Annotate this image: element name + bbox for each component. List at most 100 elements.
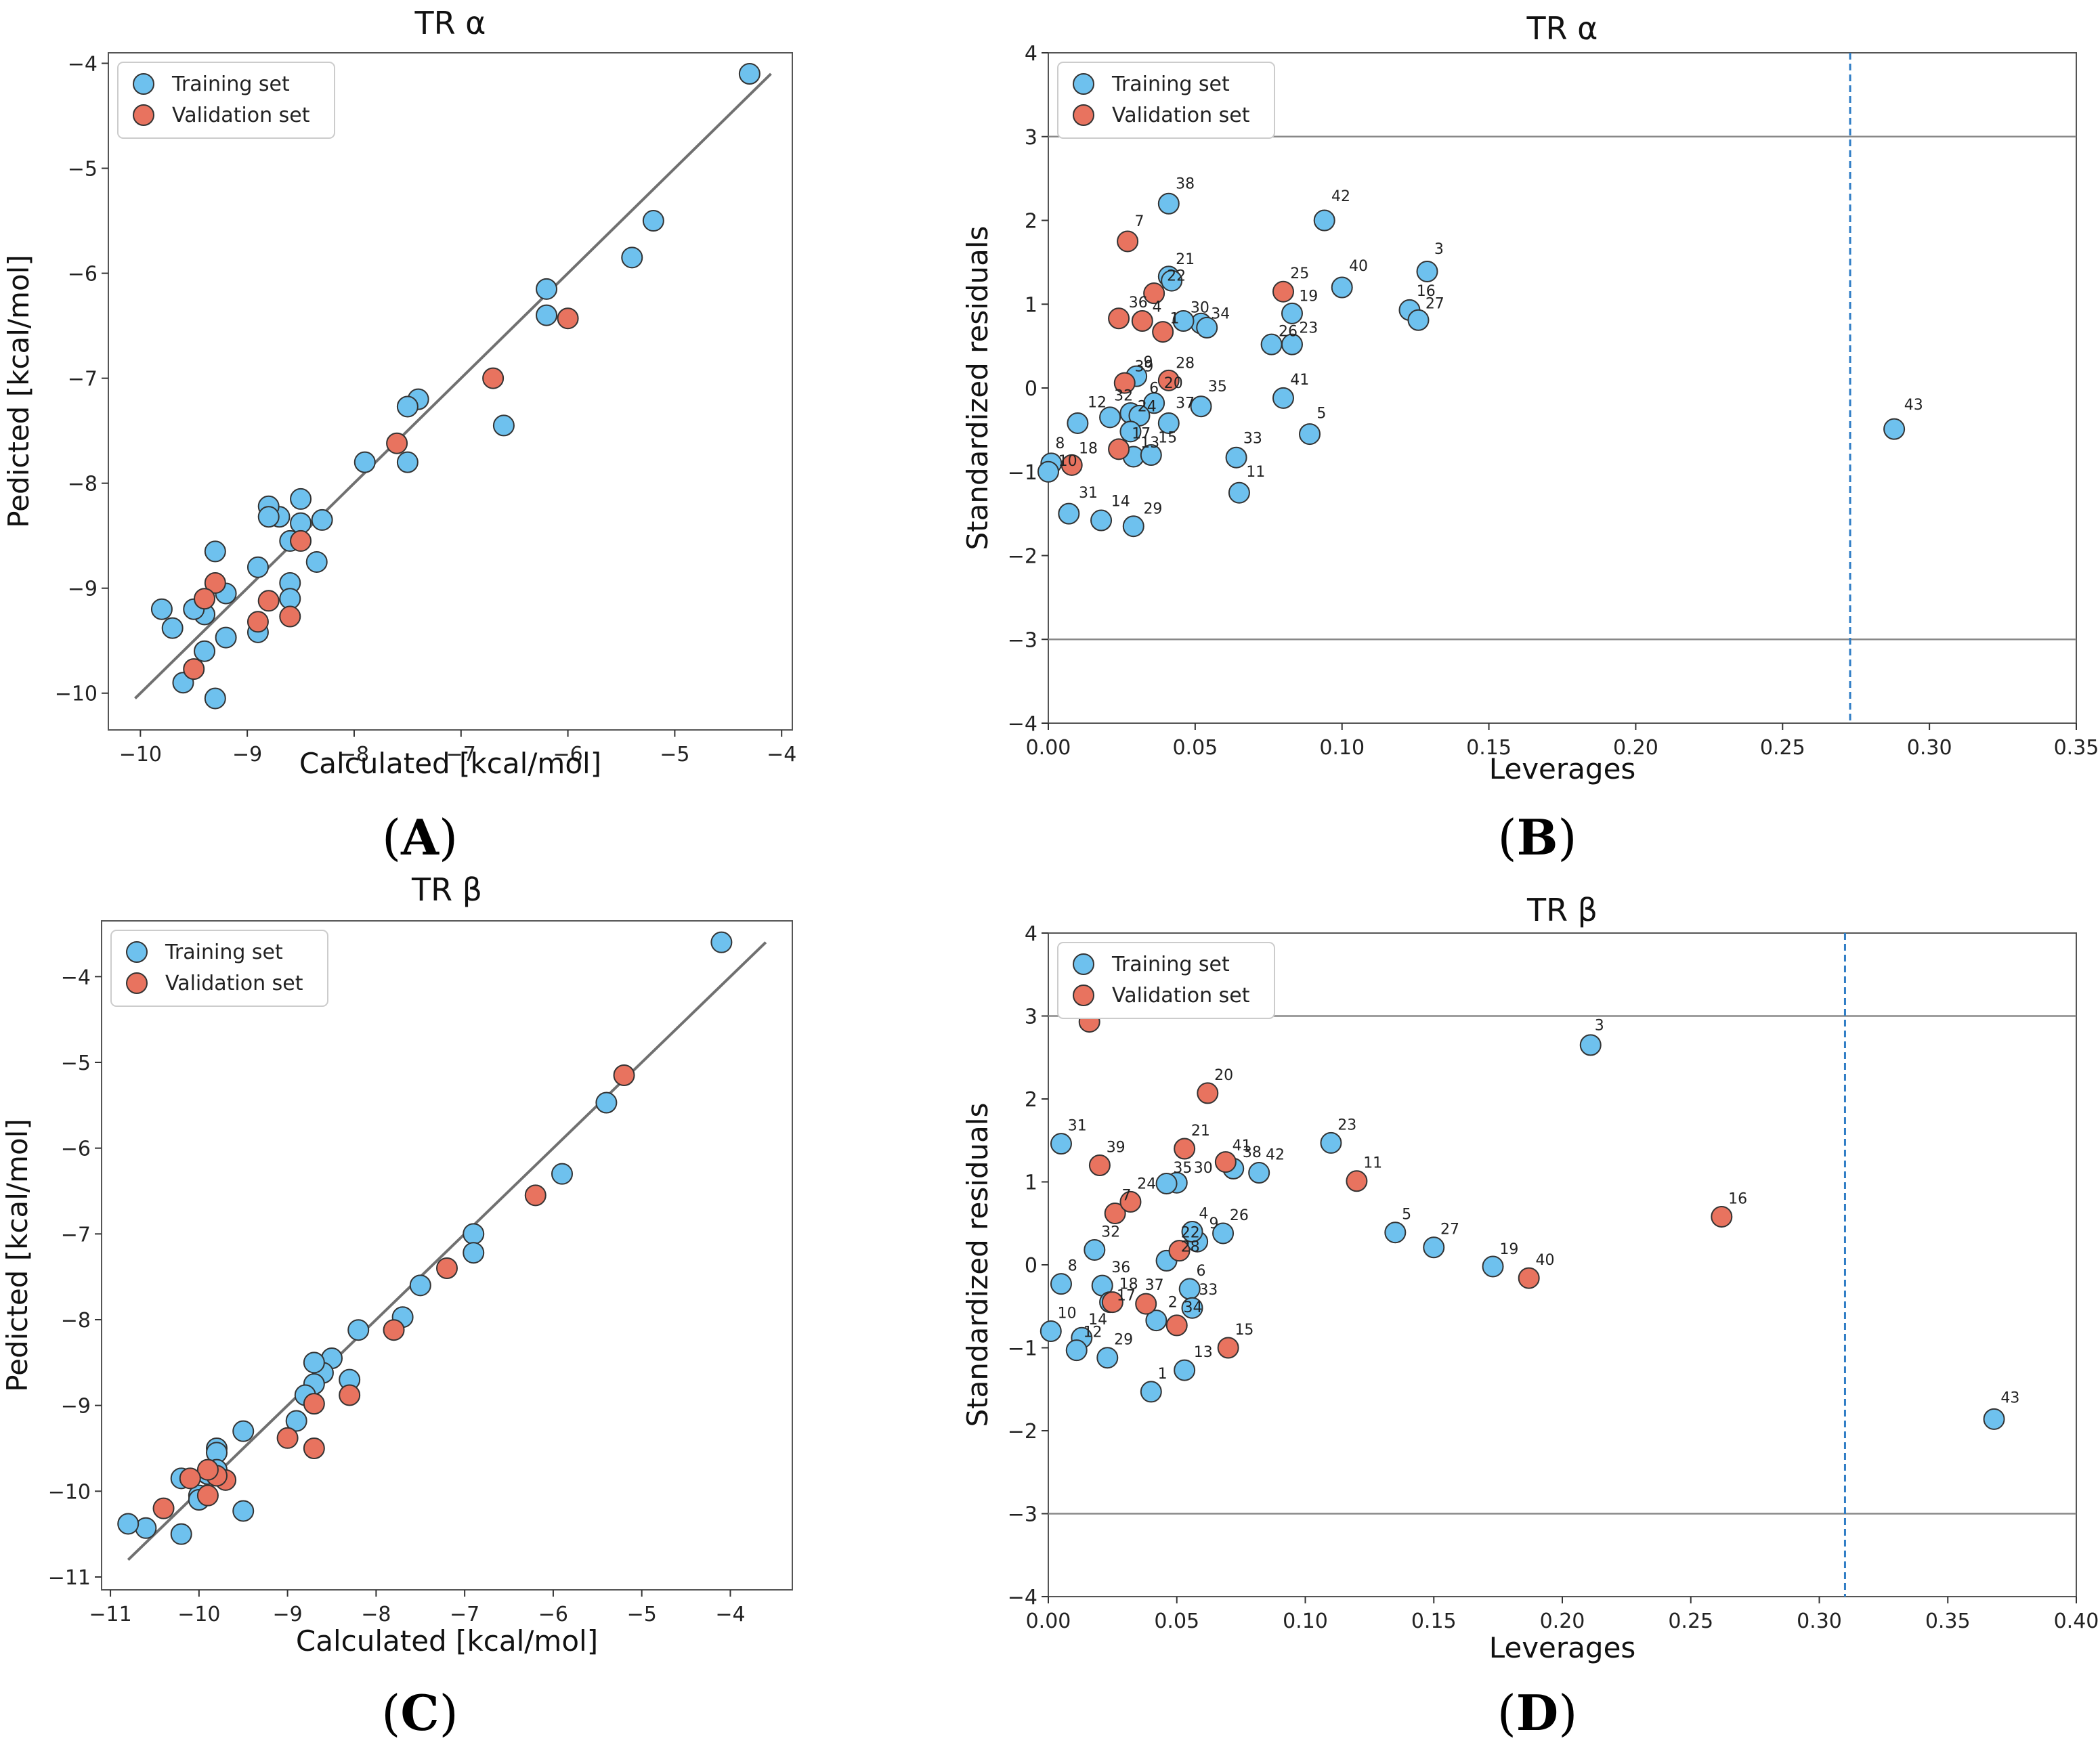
- point-label: 13: [1194, 1344, 1213, 1361]
- validation-point: [1711, 1205, 1733, 1228]
- training-point: [463, 1242, 485, 1264]
- training-point: [1145, 1310, 1167, 1332]
- x-tick-label: −11: [89, 1603, 131, 1626]
- training-point: [1883, 418, 1906, 440]
- training-point: [1040, 1320, 1062, 1342]
- training-point: [311, 509, 333, 531]
- training-point: [1119, 420, 1142, 443]
- training-point: [1065, 1339, 1088, 1362]
- y-tick-label: 0: [1025, 1254, 1037, 1278]
- training-point: [204, 687, 226, 710]
- training-point: [290, 488, 312, 510]
- point-label: 23: [1337, 1117, 1356, 1133]
- training-point: [1482, 1255, 1504, 1278]
- y-tick-label: −8: [61, 1309, 91, 1333]
- y-tick-label: −4: [1008, 1586, 1037, 1609]
- point-label: 36: [1129, 295, 1148, 311]
- point-label: 6: [1149, 380, 1159, 397]
- training-point: [1161, 269, 1183, 292]
- point-label: 41: [1290, 372, 1309, 389]
- point-label: 22: [1167, 268, 1186, 285]
- y-tick-label: −11: [48, 1566, 91, 1590]
- chart-title: TR α: [1526, 10, 1598, 47]
- training-point: [1281, 302, 1303, 324]
- x-tick-label: 0.20: [1540, 1609, 1585, 1633]
- validation-point: [276, 1427, 299, 1449]
- point-label: 32: [1114, 388, 1133, 405]
- x-tick-label: −5: [627, 1603, 657, 1626]
- point-label: 27: [1440, 1222, 1459, 1238]
- identity-line: [127, 941, 767, 1561]
- x-tick-label: −8: [361, 1603, 391, 1626]
- y-tick-label: −7: [61, 1223, 91, 1247]
- training-point: [1122, 515, 1144, 538]
- point-label: 20: [1214, 1067, 1233, 1084]
- y-tick-label: 4: [1025, 42, 1037, 66]
- y-tick-label: −4: [61, 966, 91, 989]
- point-label: 34: [1211, 305, 1230, 322]
- point-label: 30: [1191, 300, 1209, 317]
- chart-b: TR α 0.00 0.05 0.10 0.15 0.20 0.25 0.30 0.35 −4 −3…: [961, 10, 2099, 785]
- training-point: [1181, 1297, 1203, 1319]
- point-label: 37: [1145, 1277, 1164, 1294]
- training-point: [551, 1163, 573, 1185]
- x-tick-label: −10: [177, 1603, 220, 1626]
- y-tick-label: −10: [55, 683, 98, 706]
- y-tick-label: −9: [68, 578, 98, 601]
- validation-point: [1214, 1151, 1237, 1173]
- panel-paren-open: (: [1497, 809, 1516, 866]
- x-tick-label: 0.30: [1907, 736, 1952, 760]
- point-label: 17: [1117, 1288, 1136, 1305]
- legend-marker: [133, 104, 154, 126]
- point-label: 33: [1199, 1282, 1218, 1299]
- x-tick-label: 0.05: [1172, 736, 1218, 760]
- training-point: [303, 1352, 325, 1374]
- identity-line: [134, 72, 772, 699]
- point-label: 11: [1246, 464, 1265, 481]
- y-axis-label: Standardized residuals: [961, 1103, 994, 1427]
- validation-point: [436, 1257, 458, 1279]
- validation-point: [1060, 454, 1083, 476]
- point-label: 8: [1068, 1258, 1077, 1275]
- training-point: [1172, 310, 1195, 332]
- training-point: [595, 1091, 618, 1114]
- validation-point: [1131, 310, 1153, 332]
- point-label: 32: [1101, 1224, 1120, 1240]
- y-tick-label: −3: [1008, 1503, 1037, 1527]
- point-label: 11: [1363, 1155, 1382, 1172]
- point-label: 29: [1143, 501, 1162, 518]
- training-point: [353, 451, 376, 473]
- x-tick-label: −6: [538, 1603, 568, 1626]
- point-label: 21: [1191, 1123, 1210, 1140]
- legend-marker: [126, 972, 148, 994]
- panel-label: (C): [381, 1684, 458, 1742]
- validation-point: [303, 1393, 325, 1415]
- validation-point: [1143, 282, 1165, 305]
- validation-point: [1088, 1154, 1111, 1176]
- y-tick-label: 2: [1025, 1088, 1037, 1112]
- point-label: 42: [1266, 1146, 1285, 1163]
- validation-point: [1117, 230, 1139, 253]
- x-tick-label: 0.35: [2054, 736, 2099, 760]
- y-tick-label: 0: [1025, 377, 1037, 401]
- point-label: 21: [1176, 251, 1195, 268]
- training-point: [117, 1513, 140, 1535]
- y-tick-label: −5: [61, 1052, 91, 1075]
- validation-point: [204, 571, 226, 594]
- point-label: 3: [1434, 241, 1444, 258]
- training-point: [1181, 1221, 1203, 1242]
- point-label: 38: [1176, 175, 1195, 192]
- training-point: [1157, 192, 1180, 215]
- y-axis-label: Standardized residuals: [961, 226, 994, 550]
- panel-paren-close: ): [439, 809, 458, 866]
- validation-point: [303, 1437, 325, 1459]
- validation-point: [1346, 1170, 1368, 1192]
- x-axis-label: Leverages: [1489, 1631, 1636, 1664]
- point-label: 42: [1331, 188, 1350, 205]
- legend-entry: Training set: [165, 941, 283, 964]
- x-tick-label: −10: [119, 743, 162, 766]
- training-point: [1313, 209, 1335, 232]
- training-point: [170, 1523, 192, 1545]
- point-label: 3: [1595, 1017, 1604, 1034]
- legend-box: [1057, 62, 1275, 139]
